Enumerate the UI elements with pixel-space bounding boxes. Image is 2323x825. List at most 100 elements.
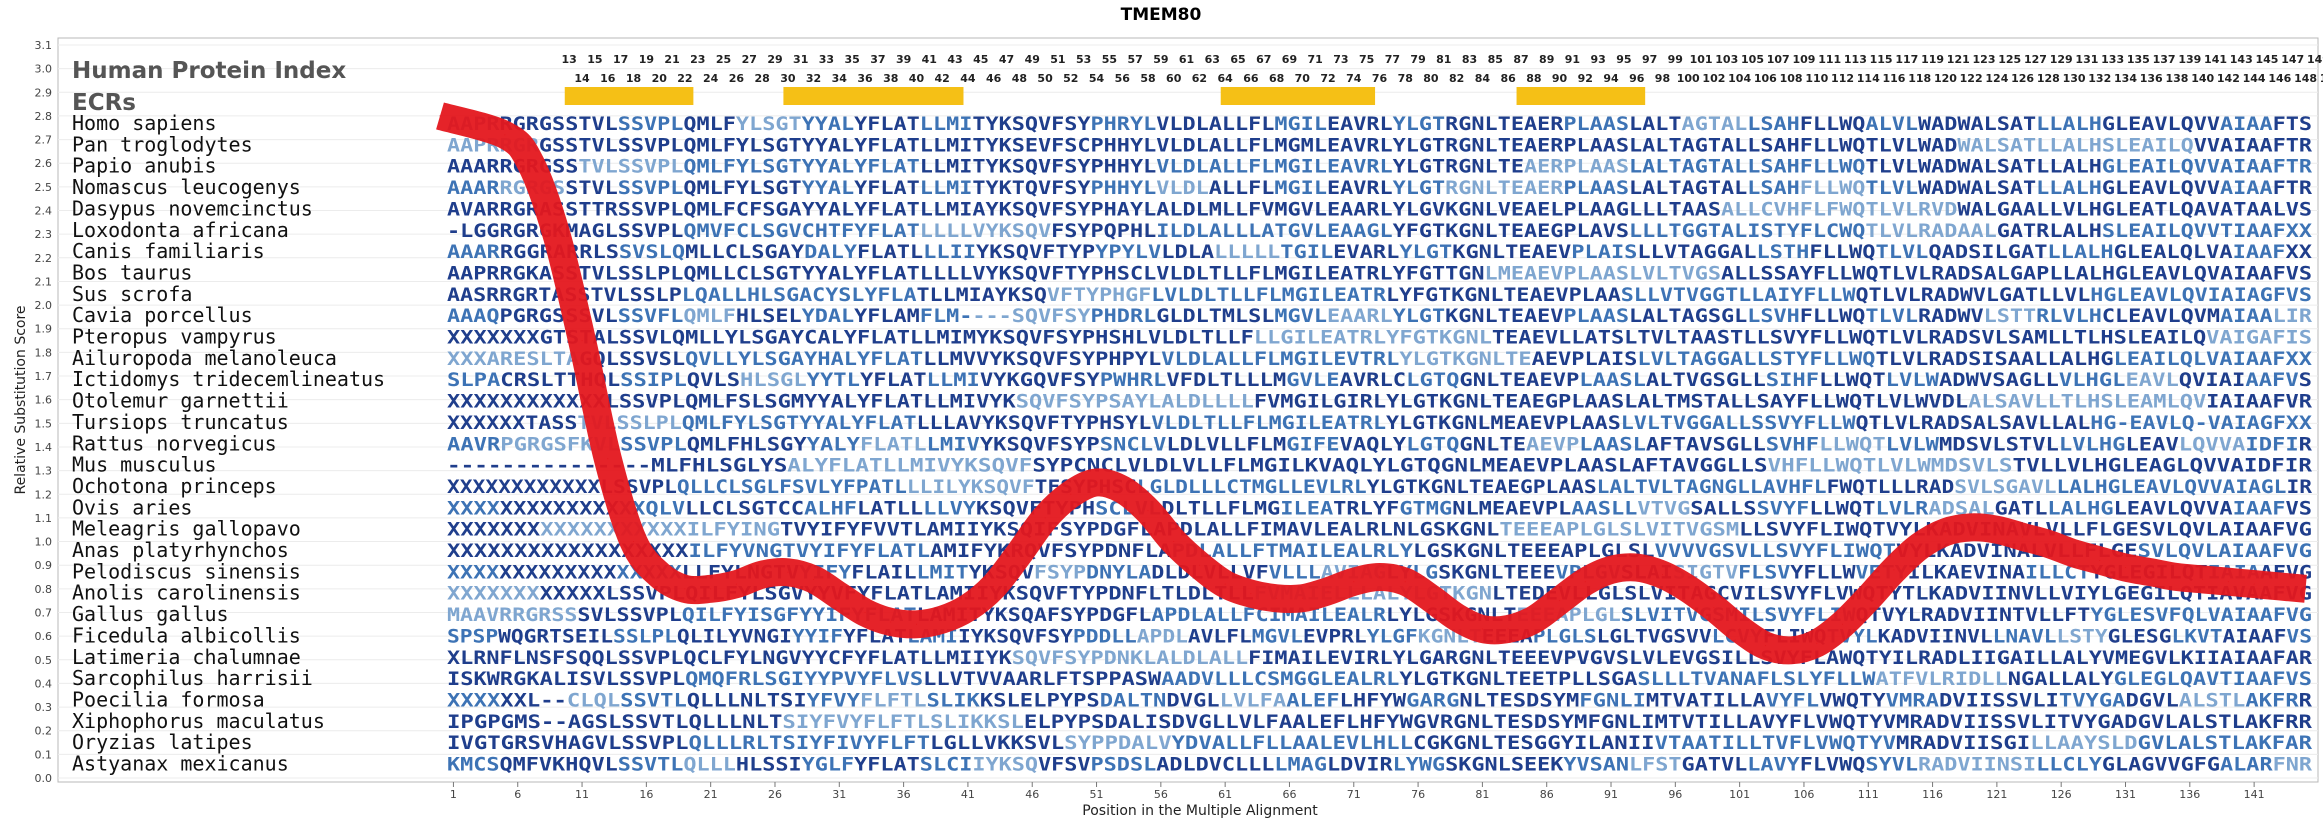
protein-index-number: 69 xyxy=(1282,53,1297,66)
curve-point xyxy=(2022,536,2024,538)
sequence-segment: YPVYFLVS xyxy=(817,668,923,690)
panel-title: Human Protein Index xyxy=(72,58,346,84)
protein-index-number: 71 xyxy=(1308,53,1323,66)
curve-point xyxy=(2073,552,2075,554)
sequence-segment: LDVIR xyxy=(1327,754,1393,776)
sequence-segment: HGLEAVL xyxy=(2102,262,2194,284)
protein-index-number: 112 xyxy=(1831,72,1854,85)
sequence-row: -LGGRGRGKM AGLSSVPL QMVFCLSGVC HTFYFLAT LLLL… xyxy=(447,220,2313,242)
sequence-segment: XXXXXLSSVPL xyxy=(540,391,686,413)
protein-index-number: 39 xyxy=(896,53,911,66)
sequence-segment: VFSY xyxy=(1022,625,1074,647)
sequence-segment: QVLLYLSGAY xyxy=(685,348,818,370)
sequence-segment: SVLSAMLLTLH xyxy=(1968,327,2114,349)
sequence-segment: TYILRAD xyxy=(1865,647,1957,669)
sequence-segment: NLMEA xyxy=(1452,497,1519,519)
sequence-segment: LEAV xyxy=(2125,433,2178,455)
sequence-segment: SQVFSYPHAYL xyxy=(1012,198,1156,220)
protein-index-number: 64 xyxy=(1217,72,1233,85)
sequence-segment: LVLTVGGALL xyxy=(1621,412,1751,434)
sequence-segment: FVG xyxy=(2272,540,2312,562)
sequence-segment: TYTLKAD xyxy=(1876,583,1969,605)
sequence-segment: VLDLALLFLM xyxy=(1156,156,1287,178)
y-tick-label: 2.5 xyxy=(35,181,53,194)
sequence-segment: DVGL xyxy=(1166,689,1219,711)
sequence-segment: LALT xyxy=(1629,113,1682,135)
sequence-row: XXXXXXX XXXXXLSSVPL QMLFSLS GMYYALYFLAT LLMI… xyxy=(447,391,2313,413)
protein-index-number: 137 xyxy=(2153,53,2176,66)
curve-point xyxy=(787,571,789,573)
sequence-segment: SVLSSVPL xyxy=(577,604,681,626)
sequence-segment: LIR xyxy=(2273,305,2313,327)
protein-index-number: 17 xyxy=(613,53,628,66)
sequence-segment: LVLWVDL xyxy=(1876,391,1969,413)
y-tick-label: 1.0 xyxy=(35,536,53,549)
y-tick-label: 2.6 xyxy=(35,157,53,170)
sequence-segment: EVPLAASLAFT xyxy=(1522,455,1672,477)
protein-index-number: 74 xyxy=(1346,72,1362,85)
sequence-segment: LLMIVYK xyxy=(923,391,1016,413)
sequence-segment: SVSLQ xyxy=(619,241,685,263)
x-tick-label: 96 xyxy=(1668,788,1682,801)
sequence-segment: WMDSVLS xyxy=(1917,455,2012,477)
sequence-segment: SVLI xyxy=(2006,689,2059,711)
sequence-segment: ALLCVHFLFWQ xyxy=(1721,198,1865,220)
sequence-segment: KSLEL xyxy=(980,689,1047,711)
sequence-segment: YFLAT xyxy=(854,754,920,776)
x-tick-label: 31 xyxy=(832,788,846,801)
sequence-row: KMCS QMFVK HQVL SSVTL QLLL HLSSI YGLF YFLAT SLCI… xyxy=(447,754,2313,776)
sequence-segment: LVLDLTLLFL xyxy=(1151,284,1281,306)
y-axis-label: Relative Substitution Score xyxy=(13,305,29,494)
sequence-segment: AVYFLVWQTYV xyxy=(1748,711,1896,733)
sequence-segment: XXXARESLTA xyxy=(447,348,580,370)
sequence-segment: LALT xyxy=(1629,305,1682,327)
x-tick-label: 136 xyxy=(2179,788,2200,801)
sequence-segment: ATFVLRIDLL xyxy=(1876,668,2008,690)
sequence-segment: LVLTVGS xyxy=(1629,262,1721,284)
sequence-segment: TVYGA xyxy=(2059,689,2126,711)
sequence-segment: PHDRL xyxy=(1091,305,1157,327)
curve-point xyxy=(658,574,660,576)
sequence-segment: GVLEAAGL xyxy=(1288,220,1393,242)
sequence-segment: VGSVV xyxy=(1648,625,1712,647)
sequence-segment: GILEVTRL xyxy=(1294,348,1400,370)
sequence-segment: PLAAS xyxy=(1563,305,1629,327)
sequence-segment: LLMI xyxy=(920,113,973,135)
protein-index-number: 44 xyxy=(960,72,976,85)
sequence-segment: FIMAILEVIRL xyxy=(1248,647,1392,669)
sequence-segment: ALLFL xyxy=(1209,177,1275,199)
sequence-segment: VTAATILLTV xyxy=(1655,732,1789,754)
sequence-segment: VAIGAFIS xyxy=(2206,327,2312,349)
protein-index-number: 28 xyxy=(754,72,769,85)
sequence-segment: KGNLT xyxy=(1445,305,1511,327)
sequence-segment: LGSKGNL xyxy=(1406,519,1499,541)
sequence-segment: VLLL xyxy=(1269,561,1321,583)
sequence-segment: LGLDLLLCTM xyxy=(1137,476,1265,498)
sequence-segment: SFSQQLSSVPL xyxy=(539,647,683,669)
sequence-segment: INTVLLFT xyxy=(1986,604,2090,626)
protein-index-number: 53 xyxy=(1076,53,1091,66)
curve-point xyxy=(2125,567,2126,569)
sequence-segment: VLYFPATL xyxy=(805,476,907,498)
curve-point xyxy=(813,578,815,580)
protein-index-number: 36 xyxy=(857,72,873,85)
sequence-segment: LLAAYSLD xyxy=(2030,732,2137,754)
sequence-segment: SQVFTYPHSCL xyxy=(1012,262,1156,284)
sequence-segment: AGTAL xyxy=(1682,177,1748,199)
protein-index-number: 99 xyxy=(1668,53,1683,66)
sequence-segment: PYPS xyxy=(1046,689,1099,711)
protein-index-number: 85 xyxy=(1488,53,1503,66)
sequence-segment: LLLTGGTALI xyxy=(1629,220,1760,242)
sequence-segment: SSVPL xyxy=(620,433,687,455)
sequence-segment: HTFYFLAT xyxy=(815,220,920,242)
curve-point xyxy=(1636,567,1638,569)
protein-index-number: 88 xyxy=(1526,72,1541,85)
sequence-segment: VLDL xyxy=(1156,113,1209,135)
sequence-segment: AGTAL xyxy=(1682,113,1748,135)
sequence-segment: XXXXXXX xyxy=(447,327,540,349)
curve-point xyxy=(1301,597,1303,599)
curve-point xyxy=(890,621,892,623)
sequence-segment: QVAIAAFVS xyxy=(2194,262,2312,284)
protein-index-number: 27 xyxy=(742,53,757,66)
sequence-segment: QCLFYLN xyxy=(683,647,775,669)
